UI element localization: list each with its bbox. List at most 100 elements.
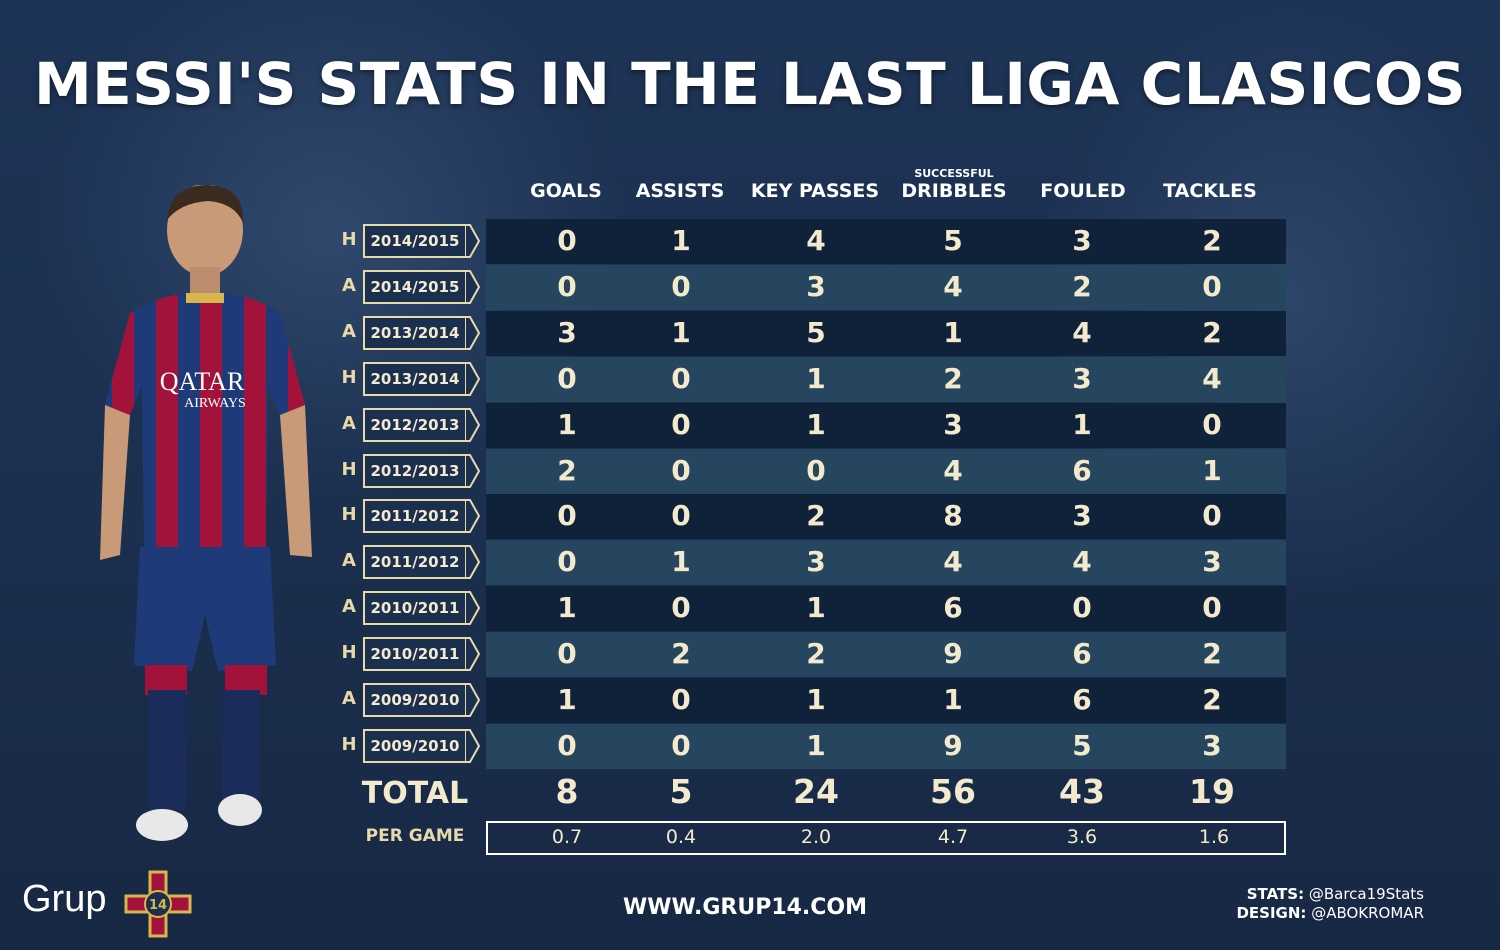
design-credit-label: DESIGN: bbox=[1236, 904, 1307, 922]
cell-key-passes: 1 bbox=[806, 362, 826, 395]
cell-fouled: 2 bbox=[1072, 270, 1092, 303]
cell-tackles: 0 bbox=[1202, 270, 1222, 303]
per-game-label: PER GAME bbox=[365, 826, 465, 846]
cell-fouled: 1 bbox=[1072, 408, 1092, 441]
cell-assists: 1 bbox=[671, 224, 691, 257]
cell-goals: 1 bbox=[557, 408, 577, 441]
cell-fouled: 4 bbox=[1072, 316, 1092, 349]
cell-dribbles: 2 bbox=[943, 362, 963, 395]
table-row bbox=[486, 403, 1286, 448]
season-label: 2011/2012 bbox=[363, 545, 467, 579]
cell-key-passes: 0 bbox=[806, 454, 826, 487]
stats-credit-label: STATS: bbox=[1246, 885, 1305, 903]
cell-assists: 1 bbox=[671, 316, 691, 349]
svg-text:QATAR: QATAR bbox=[160, 367, 245, 396]
season-label: 2014/2015 bbox=[363, 224, 467, 258]
season-arrow-icon bbox=[466, 270, 480, 304]
total-key-passes: 24 bbox=[793, 772, 839, 811]
cell-fouled: 4 bbox=[1072, 545, 1092, 578]
season-arrow-icon bbox=[466, 637, 480, 671]
cell-goals: 3 bbox=[557, 316, 577, 349]
cell-goals: 0 bbox=[557, 637, 577, 670]
season-arrow-icon bbox=[466, 591, 480, 625]
venue-label: H bbox=[341, 504, 357, 525]
cell-goals: 0 bbox=[557, 270, 577, 303]
dribbles-sup-label: SUCCESSFUL bbox=[914, 167, 994, 180]
venue-label: H bbox=[341, 459, 357, 480]
design-credit-value: @ABOKROMAR bbox=[1311, 904, 1424, 922]
cell-key-passes: 2 bbox=[806, 499, 826, 532]
logo-number: 14 bbox=[149, 898, 167, 913]
cell-tackles: 0 bbox=[1202, 408, 1222, 441]
credits: STATS: @Barca19Stats DESIGN: @ABOKROMAR bbox=[1236, 885, 1424, 923]
column-header-tackles: TACKLES bbox=[1163, 180, 1257, 202]
cell-goals: 0 bbox=[557, 224, 577, 257]
season-arrow-icon bbox=[466, 499, 480, 533]
cell-goals: 0 bbox=[557, 729, 577, 762]
table-row bbox=[486, 219, 1286, 264]
cell-goals: 1 bbox=[557, 683, 577, 716]
cell-dribbles: 4 bbox=[943, 545, 963, 578]
cell-dribbles: 1 bbox=[943, 683, 963, 716]
cell-key-passes: 3 bbox=[806, 270, 826, 303]
season-arrow-icon bbox=[466, 729, 480, 763]
per-game-dribbles: 4.7 bbox=[937, 826, 969, 848]
cell-dribbles: 6 bbox=[943, 591, 963, 624]
table-row bbox=[486, 540, 1286, 585]
cell-dribbles: 8 bbox=[943, 499, 963, 532]
season-label: 2011/2012 bbox=[363, 499, 467, 533]
svg-text:AIRWAYS: AIRWAYS bbox=[184, 396, 246, 411]
venue-label: H bbox=[341, 642, 357, 663]
cell-key-passes: 1 bbox=[806, 683, 826, 716]
cell-key-passes: 2 bbox=[806, 637, 826, 670]
venue-label: H bbox=[341, 367, 357, 388]
per-game-box bbox=[486, 821, 1286, 855]
stats-credit-value: @Barca19Stats bbox=[1308, 885, 1424, 903]
website-link[interactable]: WWW.GRUP14.COM bbox=[622, 895, 868, 920]
table-row bbox=[486, 449, 1286, 494]
season-arrow-icon bbox=[466, 408, 480, 442]
cell-goals: 2 bbox=[557, 454, 577, 487]
table-row bbox=[486, 632, 1286, 677]
cell-tackles: 2 bbox=[1202, 316, 1222, 349]
season-label: 2009/2010 bbox=[363, 729, 467, 763]
venue-label: H bbox=[341, 734, 357, 755]
cell-dribbles: 3 bbox=[943, 408, 963, 441]
cell-fouled: 0 bbox=[1072, 591, 1092, 624]
cell-tackles: 3 bbox=[1202, 545, 1222, 578]
cell-fouled: 3 bbox=[1072, 362, 1092, 395]
cell-fouled: 5 bbox=[1072, 729, 1092, 762]
cell-fouled: 3 bbox=[1072, 499, 1092, 532]
cell-dribbles: 4 bbox=[943, 270, 963, 303]
per-game-fouled: 3.6 bbox=[1066, 826, 1098, 848]
cell-assists: 0 bbox=[671, 683, 691, 716]
per-game-tackles: 1.6 bbox=[1198, 826, 1230, 848]
season-arrow-icon bbox=[466, 454, 480, 488]
cell-tackles: 3 bbox=[1202, 729, 1222, 762]
cell-dribbles: 5 bbox=[943, 224, 963, 257]
total-fouled: 43 bbox=[1059, 772, 1105, 811]
cell-key-passes: 1 bbox=[806, 408, 826, 441]
cell-assists: 0 bbox=[671, 270, 691, 303]
cell-goals: 0 bbox=[557, 362, 577, 395]
cell-tackles: 0 bbox=[1202, 499, 1222, 532]
season-label: 2010/2011 bbox=[363, 591, 467, 625]
cell-tackles: 2 bbox=[1202, 224, 1222, 257]
cell-tackles: 2 bbox=[1202, 637, 1222, 670]
season-arrow-icon bbox=[466, 316, 480, 350]
season-arrow-icon bbox=[466, 683, 480, 717]
per-game-goals: 0.7 bbox=[551, 826, 583, 848]
table-row bbox=[486, 678, 1286, 723]
per-game-key-passes: 2.0 bbox=[800, 826, 832, 848]
cell-fouled: 6 bbox=[1072, 454, 1092, 487]
table-row bbox=[486, 357, 1286, 402]
venue-label: A bbox=[342, 413, 356, 434]
cell-fouled: 6 bbox=[1072, 683, 1092, 716]
season-arrow-icon bbox=[466, 224, 480, 258]
venue-label: A bbox=[342, 550, 356, 571]
cell-dribbles: 9 bbox=[943, 637, 963, 670]
season-label: 2013/2014 bbox=[363, 362, 467, 396]
cell-dribbles: 9 bbox=[943, 729, 963, 762]
column-header-fouled: FOULED bbox=[1040, 180, 1126, 202]
player-illustration: QATAR AIRWAYS bbox=[100, 185, 312, 841]
